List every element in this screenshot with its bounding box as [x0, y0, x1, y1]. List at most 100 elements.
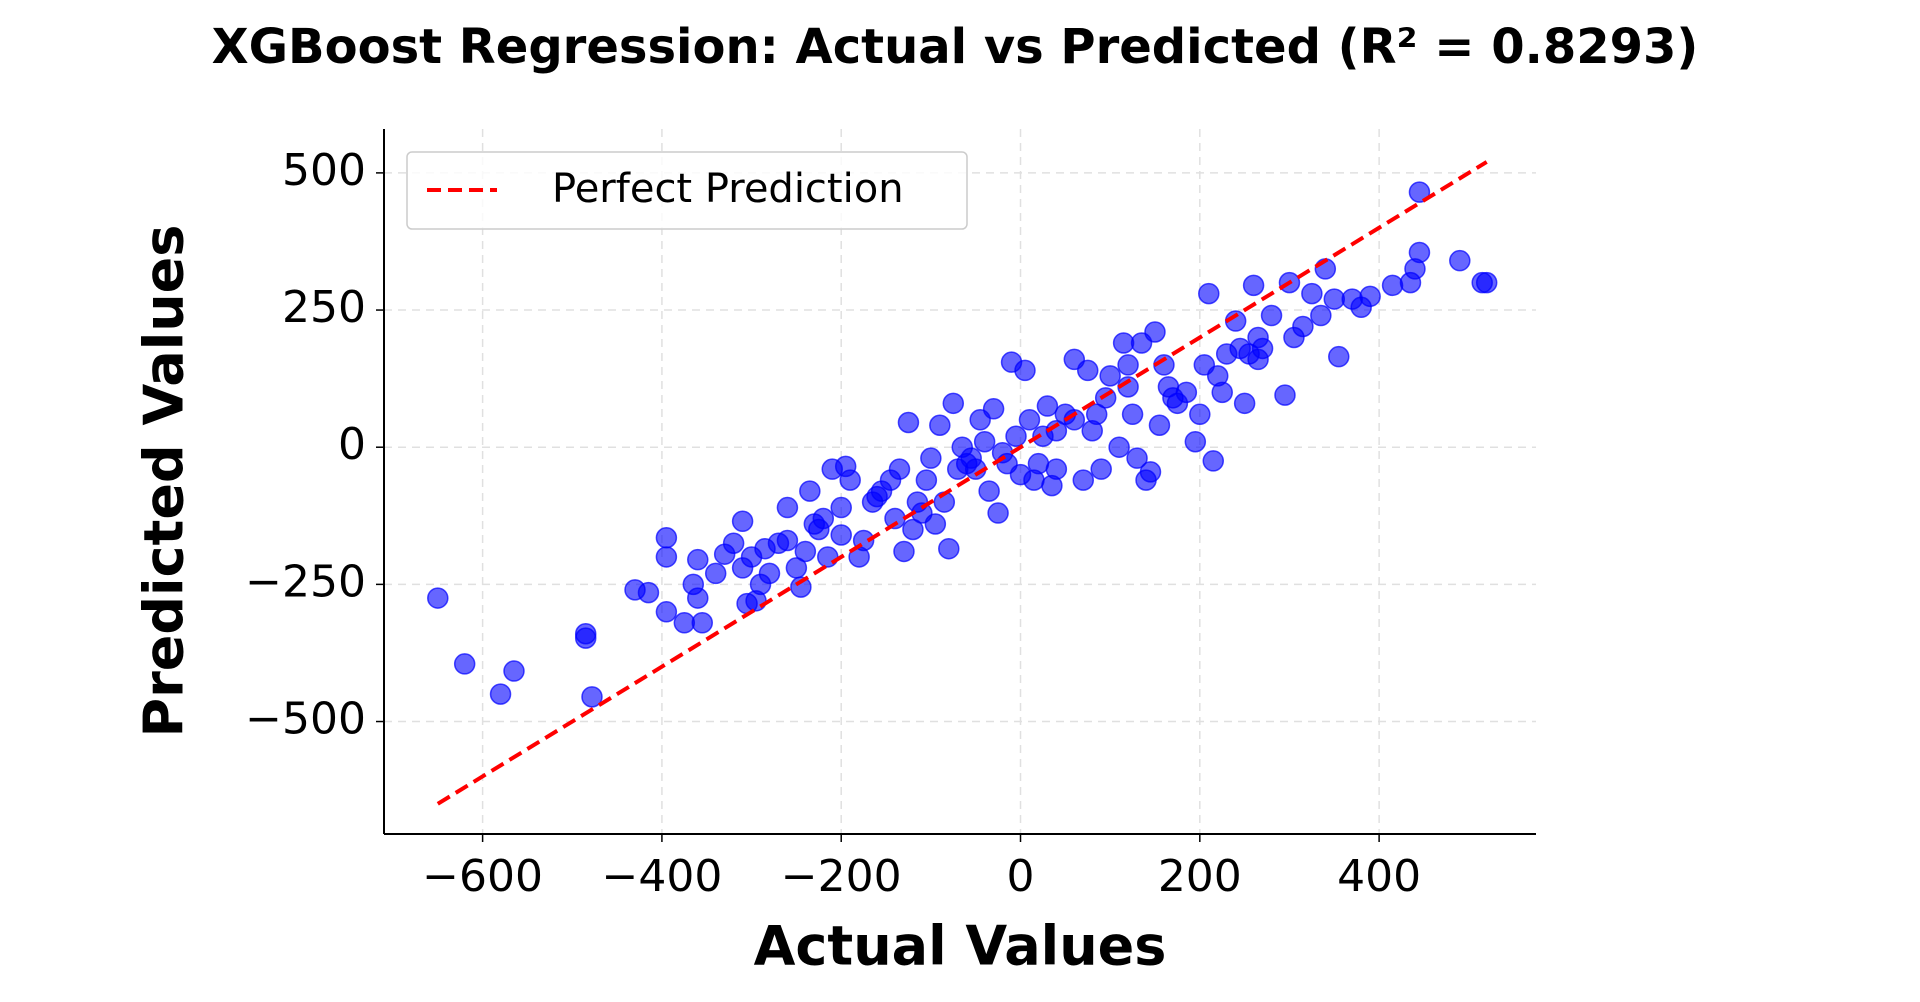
scatter-point	[1005, 425, 1027, 447]
scatter-point	[731, 510, 754, 533]
scatter-point	[1323, 288, 1346, 310]
scatter-point	[1162, 387, 1184, 409]
legend-box	[406, 151, 968, 230]
scatter-point	[794, 540, 817, 563]
scatter-point	[1301, 282, 1323, 305]
scatter-point	[1211, 381, 1233, 404]
scatter-point	[915, 469, 938, 491]
scatter-point	[1144, 321, 1166, 343]
scatter-point	[1408, 241, 1431, 264]
scatter-point	[1148, 414, 1171, 437]
scatter-point	[942, 392, 965, 415]
scatter-point	[704, 562, 727, 585]
scatter-point	[1117, 376, 1139, 398]
y-tick-label: 0	[338, 419, 366, 470]
scatter-point	[803, 513, 826, 535]
scatter-point	[888, 458, 911, 480]
x-tick-label: −600	[422, 851, 543, 902]
scatter-point	[1045, 458, 1068, 480]
scatter-point	[776, 529, 799, 552]
scatter-point	[581, 686, 603, 708]
scatter-point	[1018, 409, 1041, 431]
scatter-point	[830, 496, 852, 519]
scatter-point	[1247, 348, 1269, 371]
scatter-point	[1198, 282, 1220, 305]
scatter-point	[897, 411, 920, 434]
scatter-point	[1184, 430, 1207, 453]
scatter-point	[799, 480, 821, 502]
scatter-point	[1408, 181, 1431, 203]
scatter-point	[655, 601, 678, 623]
scatter-point	[1112, 332, 1135, 354]
scatter-point	[978, 480, 1000, 502]
scatter-point	[839, 469, 861, 491]
scatter-point	[1108, 436, 1130, 458]
scatter-point	[758, 562, 781, 585]
scatter-point	[1292, 315, 1314, 338]
x-tick-label: −200	[781, 851, 902, 902]
scatter-point	[1085, 403, 1108, 426]
scatter-point	[1153, 354, 1175, 376]
scatter-point	[740, 546, 763, 568]
scatter-point	[1027, 452, 1050, 475]
scatter-point	[722, 532, 745, 554]
scatter-point	[503, 660, 525, 682]
scatter-point	[1014, 359, 1036, 382]
x-tick-label: 0	[1007, 851, 1035, 902]
scatter-point	[1063, 409, 1086, 431]
scatter-point	[893, 540, 915, 563]
scatter-point	[776, 496, 799, 519]
scatter-point	[938, 537, 960, 560]
scatter-point	[1475, 271, 1498, 294]
chart-title: XGBoost Regression: Actual vs Predicted …	[212, 19, 1699, 75]
scatter-point	[673, 612, 696, 634]
scatter-point	[574, 627, 597, 649]
y-tick-label: −250	[245, 556, 366, 607]
y-axis-label: Predicted Values	[133, 225, 196, 738]
scatter-point	[987, 502, 1009, 524]
scatter-point	[687, 548, 709, 571]
x-tick-label: 200	[1158, 851, 1242, 902]
scatter-point	[1274, 384, 1296, 406]
scatter-point	[1229, 337, 1251, 360]
scatter-point	[655, 546, 678, 568]
scatter-point	[817, 546, 839, 568]
scatter-point	[1328, 345, 1350, 368]
scatter-point	[982, 398, 1005, 420]
reference-line	[436, 160, 1488, 806]
scatter-point	[929, 414, 951, 437]
scatter-point	[866, 485, 888, 508]
y-tick-label: 500	[282, 145, 366, 196]
scatter-point	[1090, 458, 1112, 480]
scatter-point	[902, 518, 924, 541]
scatter-point	[655, 526, 678, 549]
scatter-point	[637, 581, 660, 604]
scatter-point	[691, 612, 714, 634]
scatter-point	[973, 430, 996, 453]
legend-label: Perfect Prediction	[552, 166, 904, 212]
scatter-point	[1449, 249, 1471, 272]
y-tick-label: 250	[282, 282, 366, 333]
scatter-point	[1359, 285, 1381, 308]
x-axis-label: Actual Values	[754, 915, 1167, 978]
x-tick-label: −400	[601, 851, 722, 902]
scatter-point	[1189, 403, 1211, 426]
scatter-point	[1233, 392, 1256, 415]
scatter-point	[1381, 274, 1404, 297]
y-tick-label: −500	[245, 694, 366, 745]
scatter-point	[687, 587, 709, 609]
scatter-point	[1202, 450, 1225, 472]
scatter-point	[1139, 461, 1162, 483]
scatter-point	[1126, 447, 1148, 469]
scatter-point	[1310, 304, 1332, 327]
scatter-point	[1077, 359, 1099, 382]
x-tick-label: 400	[1337, 851, 1421, 902]
scatter-point	[453, 653, 476, 675]
scatter-point	[1121, 403, 1144, 426]
scatter-point	[427, 587, 449, 609]
scatter-point	[1193, 354, 1216, 376]
scatter-point	[830, 524, 852, 546]
scatter-point	[1099, 365, 1121, 387]
scatter-point	[489, 683, 512, 705]
